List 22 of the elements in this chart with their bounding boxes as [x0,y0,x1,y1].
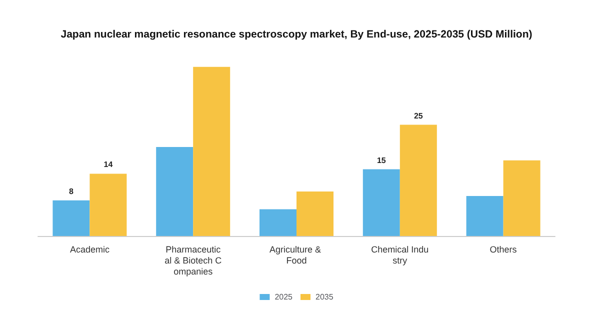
data-label: 15 [376,156,386,165]
bar [260,209,296,236]
x-tick-label: Others [490,244,518,254]
x-tick-label: Pharmaceutical & Biotech Companies [164,244,222,276]
bar [503,160,540,236]
data-label: 14 [104,160,114,170]
legend-label: 2025 [274,292,294,302]
data-label: 8 [68,186,74,196]
x-tick-label: Agriculture & Food [269,244,324,266]
bar [52,200,90,236]
legend-label: 2035 [316,292,334,302]
x-tick-label: Chemical Industry [371,244,429,266]
bar [362,169,400,236]
bar [400,124,437,236]
bar [193,66,230,236]
bar [156,147,194,236]
bar [466,196,504,236]
bar [296,192,334,236]
bar [90,174,127,236]
data-label: 25 [414,111,424,120]
chart-title: Japan nuclear magnetic resonance spectroscopy market, By End-use, 2025-2035 (USD Million) [60,28,532,40]
x-tick-label: Academic [70,244,110,254]
